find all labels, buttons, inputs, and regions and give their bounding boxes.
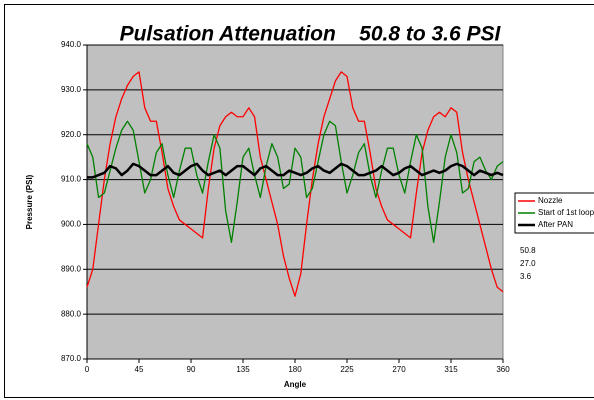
y-tick-label: 890.0 [61,264,82,273]
series-line [87,162,504,179]
y-tick-label: 910.0 [61,175,82,184]
plot-area [86,44,504,360]
annotation: 27.0 [520,259,536,268]
series-line [86,71,504,297]
y-tick-label: 920.0 [61,130,82,139]
y-tick-label: 900.0 [61,220,82,229]
x-axis-label: Angle [284,380,307,389]
y-tick-label: 870.0 [61,354,82,363]
y-tick-label: 930.0 [61,85,82,94]
annotation: 3.6 [520,272,532,281]
y-tick-label: 940.0 [61,40,82,49]
x-tick-label: 90 [187,365,196,374]
chart-title: Pulsation Attenuation 50.8 to 3.6 PSI [120,23,502,46]
legend-label: After PAN [538,220,573,229]
x-tick-label: 270 [392,365,406,374]
x-tick-label: 45 [135,365,144,374]
series-line [86,120,504,244]
x-tick-label: 360 [496,365,510,374]
legend-label: Nozzle [538,196,563,205]
x-tick-label: 180 [288,365,302,374]
legend-label: Start of 1st loop [538,208,594,217]
x-tick-label: 0 [85,365,90,374]
x-tick-label: 315 [444,365,458,374]
x-tick-label: 225 [340,365,354,374]
x-tick-label: 135 [236,365,250,374]
y-tick-label: 880.0 [61,309,82,318]
annotation: 50.8 [520,246,536,255]
y-axis-label: Pressure (PSI) [25,174,34,229]
